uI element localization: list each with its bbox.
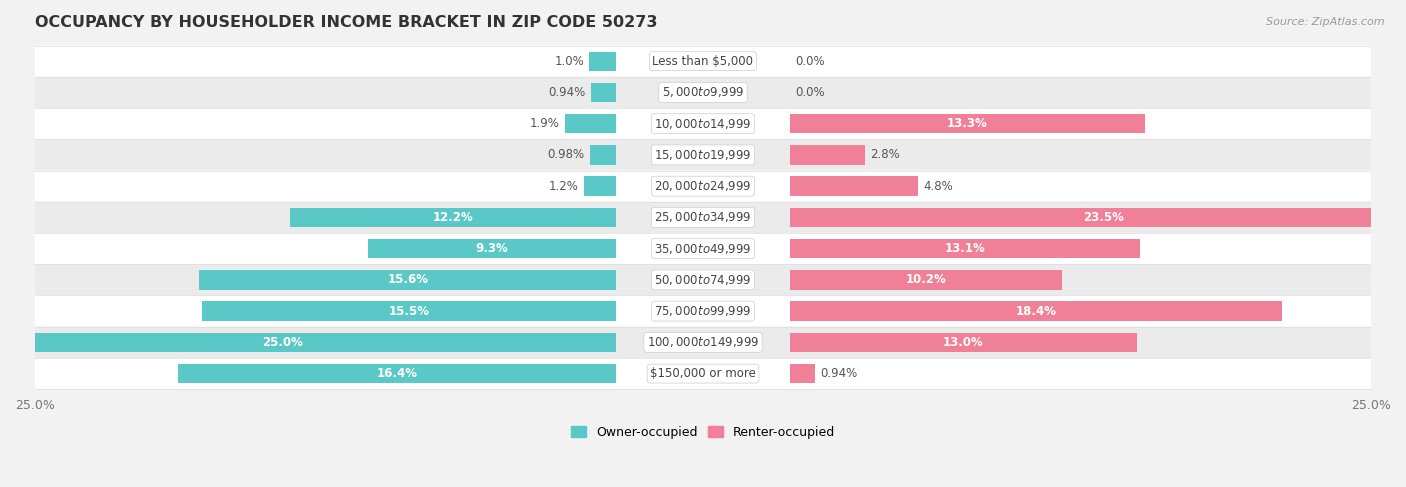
Text: 0.0%: 0.0% — [796, 55, 825, 68]
Text: 1.2%: 1.2% — [548, 180, 579, 193]
Text: 15.5%: 15.5% — [388, 304, 430, 318]
Text: $10,000 to $14,999: $10,000 to $14,999 — [654, 117, 752, 131]
Text: $50,000 to $74,999: $50,000 to $74,999 — [654, 273, 752, 287]
Text: $100,000 to $149,999: $100,000 to $149,999 — [647, 336, 759, 349]
Bar — [591, 83, 616, 102]
Bar — [565, 114, 616, 133]
Text: 18.4%: 18.4% — [1015, 304, 1056, 318]
Bar — [790, 333, 1137, 352]
Text: 25.0%: 25.0% — [262, 336, 302, 349]
Bar — [202, 301, 616, 321]
Text: $25,000 to $34,999: $25,000 to $34,999 — [654, 210, 752, 225]
Bar — [200, 270, 616, 290]
Text: 15.6%: 15.6% — [387, 273, 429, 286]
Text: 13.1%: 13.1% — [945, 242, 986, 255]
Text: $15,000 to $19,999: $15,000 to $19,999 — [654, 148, 752, 162]
FancyBboxPatch shape — [35, 77, 1371, 108]
Text: 1.9%: 1.9% — [530, 117, 560, 130]
Legend: Owner-occupied, Renter-occupied: Owner-occupied, Renter-occupied — [567, 421, 839, 444]
Text: 0.94%: 0.94% — [548, 86, 586, 99]
Text: $35,000 to $49,999: $35,000 to $49,999 — [654, 242, 752, 256]
Bar — [589, 52, 616, 71]
Text: $75,000 to $99,999: $75,000 to $99,999 — [654, 304, 752, 318]
Bar — [790, 364, 815, 383]
Text: $5,000 to $9,999: $5,000 to $9,999 — [662, 85, 744, 99]
Text: 0.0%: 0.0% — [796, 86, 825, 99]
Text: 0.94%: 0.94% — [820, 367, 858, 380]
Bar — [790, 208, 1406, 227]
Text: 13.3%: 13.3% — [948, 117, 988, 130]
FancyBboxPatch shape — [35, 327, 1371, 358]
Bar — [790, 270, 1063, 290]
Text: 12.2%: 12.2% — [433, 211, 474, 224]
Bar — [790, 176, 918, 196]
Text: 10.2%: 10.2% — [905, 273, 946, 286]
Text: 0.98%: 0.98% — [547, 149, 585, 161]
Text: 9.3%: 9.3% — [475, 242, 508, 255]
FancyBboxPatch shape — [35, 170, 1371, 202]
Text: 13.0%: 13.0% — [943, 336, 984, 349]
Bar — [790, 145, 865, 165]
Bar — [0, 333, 616, 352]
Text: 16.4%: 16.4% — [377, 367, 418, 380]
FancyBboxPatch shape — [35, 202, 1371, 233]
Bar — [290, 208, 616, 227]
Text: 4.8%: 4.8% — [924, 180, 953, 193]
Bar — [591, 145, 616, 165]
Bar — [367, 239, 616, 258]
Text: 23.5%: 23.5% — [1084, 211, 1125, 224]
Bar — [583, 176, 616, 196]
FancyBboxPatch shape — [35, 108, 1371, 139]
FancyBboxPatch shape — [35, 358, 1371, 389]
Text: $150,000 or more: $150,000 or more — [650, 367, 756, 380]
FancyBboxPatch shape — [35, 296, 1371, 327]
FancyBboxPatch shape — [35, 139, 1371, 170]
Text: Less than $5,000: Less than $5,000 — [652, 55, 754, 68]
Text: Source: ZipAtlas.com: Source: ZipAtlas.com — [1267, 17, 1385, 27]
FancyBboxPatch shape — [35, 233, 1371, 264]
Bar — [179, 364, 616, 383]
Bar — [790, 239, 1140, 258]
Text: OCCUPANCY BY HOUSEHOLDER INCOME BRACKET IN ZIP CODE 50273: OCCUPANCY BY HOUSEHOLDER INCOME BRACKET … — [35, 15, 658, 30]
Text: 2.8%: 2.8% — [870, 149, 900, 161]
FancyBboxPatch shape — [35, 264, 1371, 296]
Text: $20,000 to $24,999: $20,000 to $24,999 — [654, 179, 752, 193]
Bar — [790, 114, 1146, 133]
FancyBboxPatch shape — [35, 46, 1371, 77]
Bar — [790, 301, 1281, 321]
Text: 1.0%: 1.0% — [554, 55, 583, 68]
